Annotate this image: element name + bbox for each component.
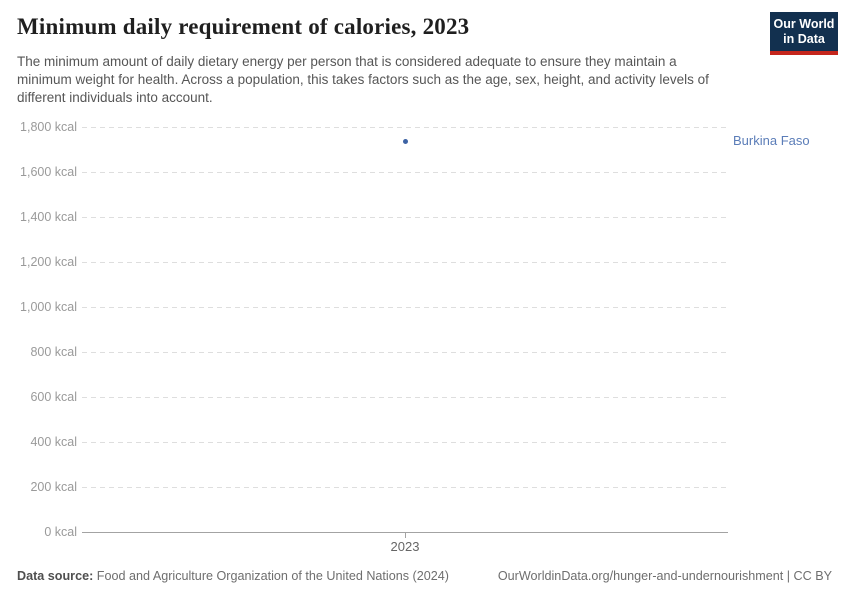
y-gridline [82, 397, 728, 398]
y-gridline [82, 487, 728, 488]
y-gridline [82, 442, 728, 443]
entity-label-burkina-faso[interactable]: Burkina Faso [733, 133, 810, 149]
chart-title: Minimum daily requirement of calories, 2… [17, 14, 470, 39]
data-point-burkina-faso[interactable] [402, 138, 408, 144]
chart-subtitle: The minimum amount of daily dietary ener… [17, 54, 709, 105]
y-gridline [82, 352, 728, 353]
y-axis-tick-label: 400 kcal [30, 435, 77, 449]
x-axis-tick-label: 2023 [390, 539, 420, 554]
owid-logo-line1: Our World [773, 17, 835, 31]
data-source: Data source: Food and Agriculture Organi… [17, 569, 449, 583]
y-axis-tick-label: 1,400 kcal [20, 210, 77, 224]
y-gridline [82, 172, 728, 173]
y-gridline [82, 262, 728, 263]
y-axis-tick-label: 600 kcal [30, 390, 77, 404]
owid-logo: Our World in Data [770, 12, 838, 55]
x-axis-tick-mark [405, 533, 406, 538]
owid-url-license-link[interactable]: OurWorldinData.org/hunger-and-undernouri… [497, 569, 832, 583]
data-source-label: Data source: [17, 569, 94, 583]
y-gridline [82, 127, 728, 128]
y-axis-tick-label: 1,800 kcal [20, 120, 77, 134]
x-axis-line [82, 532, 728, 533]
owid-logo-line2: in Data [783, 32, 825, 46]
y-axis-tick-label: 1,000 kcal [20, 300, 77, 314]
y-gridline [82, 307, 728, 308]
y-axis-tick-label: 800 kcal [30, 345, 77, 359]
data-source-text: Food and Agriculture Organization of the… [96, 569, 449, 583]
y-axis-tick-label: 1,200 kcal [20, 255, 77, 269]
y-axis-tick-label: 200 kcal [30, 480, 77, 494]
y-gridline [82, 217, 728, 218]
y-axis-tick-label: 0 kcal [44, 525, 77, 539]
y-axis-tick-label: 1,600 kcal [20, 165, 77, 179]
